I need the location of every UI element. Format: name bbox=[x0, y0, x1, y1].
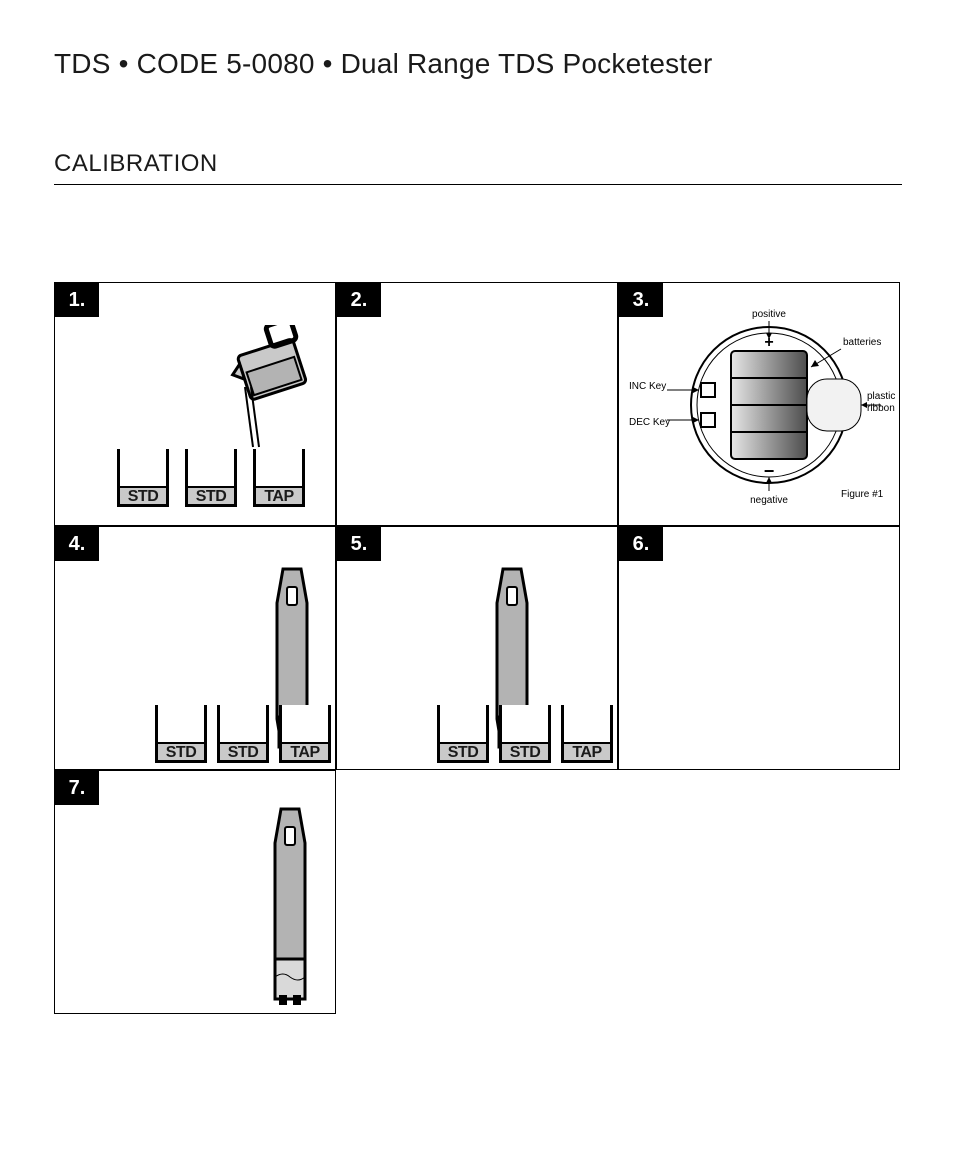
beaker-std: STD bbox=[185, 449, 237, 507]
tester-icon bbox=[267, 807, 313, 997]
title-seg-1: TDS bbox=[54, 48, 111, 79]
beaker-label: STD bbox=[120, 488, 166, 506]
title-sep-2: • bbox=[323, 48, 341, 79]
lbl-ribbon-1: plastic bbox=[867, 391, 895, 402]
step-cell-2: 2. bbox=[336, 282, 618, 526]
lbl-ribbon-2: ribbon bbox=[867, 403, 895, 414]
beaker-label: STD bbox=[188, 488, 234, 506]
step-number: 5. bbox=[337, 527, 381, 561]
step-number: 2. bbox=[337, 283, 381, 317]
step-cell-7: 7. bbox=[54, 770, 336, 1014]
lbl-inc: INC Key bbox=[629, 381, 666, 392]
beaker-tap: TAP bbox=[253, 449, 305, 507]
title-seg-3: Dual Range TDS Pocketester bbox=[341, 48, 713, 79]
lbl-dec: DEC Key bbox=[629, 417, 670, 428]
beaker-label: STD bbox=[220, 744, 266, 762]
lbl-negative: negative bbox=[750, 495, 788, 506]
section-heading: CALIBRATION bbox=[54, 150, 900, 178]
beaker-std: STD bbox=[499, 705, 551, 763]
step-cell-6: 6. bbox=[618, 526, 900, 770]
lbl-batteries: batteries bbox=[843, 337, 881, 348]
beaker-label: TAP bbox=[564, 744, 610, 762]
beaker-std: STD bbox=[155, 705, 207, 763]
beaker-label: STD bbox=[158, 744, 204, 762]
beaker-tap: TAP bbox=[561, 705, 613, 763]
page-title: TDS • CODE 5-0080 • Dual Range TDS Pocke… bbox=[54, 48, 713, 80]
lbl-positive: positive bbox=[752, 309, 786, 320]
beaker-label: TAP bbox=[282, 744, 328, 762]
title-seg-2: CODE 5-0080 bbox=[137, 48, 315, 79]
beaker-label: STD bbox=[502, 744, 548, 762]
section-rule bbox=[54, 184, 902, 185]
beaker-label: STD bbox=[440, 744, 486, 762]
step-cell-4: 4. STD STD TA bbox=[54, 526, 336, 770]
page: TDS • CODE 5-0080 • Dual Range TDS Pocke… bbox=[0, 0, 954, 1159]
beaker-std: STD bbox=[217, 705, 269, 763]
battery-figure: + − positive negative bbox=[629, 309, 893, 519]
step-number: 7. bbox=[55, 771, 99, 805]
beaker-tap: TAP bbox=[279, 705, 331, 763]
step-cell-3: 3. + bbox=[618, 282, 900, 526]
step-number: 6. bbox=[619, 527, 663, 561]
lbl-figure: Figure #1 bbox=[841, 489, 884, 500]
step-cell-1: 1. STD bbox=[54, 282, 336, 526]
step-number: 4. bbox=[55, 527, 99, 561]
pitcher-icon bbox=[225, 325, 315, 411]
beaker-std: STD bbox=[117, 449, 169, 507]
beaker-std: STD bbox=[437, 705, 489, 763]
title-sep-1: • bbox=[119, 48, 137, 79]
step-number: 1. bbox=[55, 283, 99, 317]
step-cell-5: 5. STD STD TAP bbox=[336, 526, 618, 770]
beaker-label: TAP bbox=[256, 488, 302, 506]
section-heading-block: CALIBRATION bbox=[54, 150, 900, 185]
